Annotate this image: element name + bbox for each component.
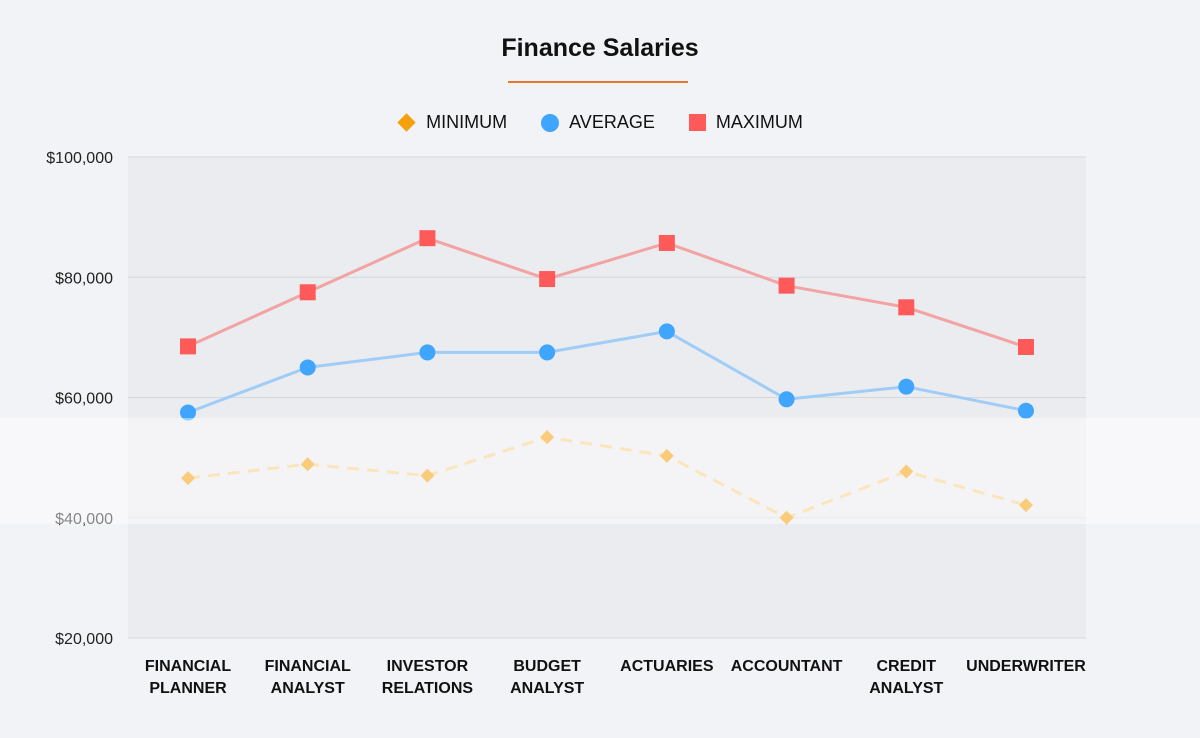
series-line-average [187, 329, 1027, 414]
point-average [419, 344, 436, 361]
point-average [778, 391, 795, 408]
x-tick-label: ANALYST [271, 680, 345, 697]
point-average [658, 323, 675, 340]
point-minimum [1019, 498, 1033, 513]
x-tick-label: ACTUARIES [620, 658, 714, 675]
x-tick-label: ANALYST [869, 680, 943, 697]
x-tick-label: BUDGET [513, 658, 581, 675]
point-maximum [658, 234, 675, 251]
point-maximum [778, 277, 795, 294]
series-line-minimum [187, 435, 1027, 520]
legend-item-minimum[interactable]: MINIMUM [397, 112, 507, 133]
point-maximum [180, 338, 196, 355]
point-minimum [899, 464, 914, 479]
x-tick-label: FINANCIAL [265, 658, 351, 675]
chart-legend: MINIMUM AVERAGE MAXIMUM [0, 112, 1200, 133]
point-average [1018, 402, 1034, 419]
x-tick-label: CREDIT [877, 658, 937, 675]
point-maximum [419, 230, 436, 247]
point-maximum [898, 299, 915, 316]
point-minimum [181, 471, 195, 486]
x-tick-label: ACCOUNTANT [731, 658, 843, 675]
y-tick-label: $60,000 [55, 391, 113, 408]
y-tick-label: $80,000 [55, 270, 113, 287]
legend-label-minimum: MINIMUM [426, 112, 508, 132]
point-minimum [779, 510, 794, 525]
x-tick-label: UNDERWRITER [966, 658, 1086, 675]
y-tick-label: $100,000 [46, 150, 113, 167]
series-line-maximum [187, 236, 1027, 349]
legend-label-average: AVERAGE [569, 112, 655, 132]
legend-label-maximum: MAXIMUM [715, 112, 803, 132]
point-minimum [659, 448, 674, 463]
legend-item-maximum[interactable]: MAXIMUM [688, 112, 803, 133]
point-average [180, 404, 196, 421]
x-tick-label: FINANCIAL [145, 658, 231, 675]
point-minimum [540, 430, 555, 445]
x-tick-label: INVESTOR [387, 658, 469, 675]
point-minimum [300, 457, 315, 472]
title-underline [508, 81, 688, 83]
x-tick-label: ANALYST [510, 680, 584, 697]
y-tick-label: $20,000 [55, 631, 113, 648]
y-tick-label: $40,000 [55, 511, 113, 528]
point-maximum [539, 271, 556, 288]
x-tick-label: PLANNER [149, 680, 227, 697]
x-tick-label: RELATIONS [382, 680, 474, 697]
point-maximum [299, 284, 316, 301]
point-maximum [1018, 338, 1034, 355]
point-minimum [420, 468, 435, 483]
legend-item-average[interactable]: AVERAGE [541, 112, 655, 133]
circle-marker-icon [541, 113, 560, 132]
point-average [539, 344, 556, 361]
point-average [299, 359, 316, 376]
point-average [898, 378, 915, 395]
chart-title: Finance Salaries [501, 34, 699, 62]
square-marker-icon [688, 114, 706, 131]
